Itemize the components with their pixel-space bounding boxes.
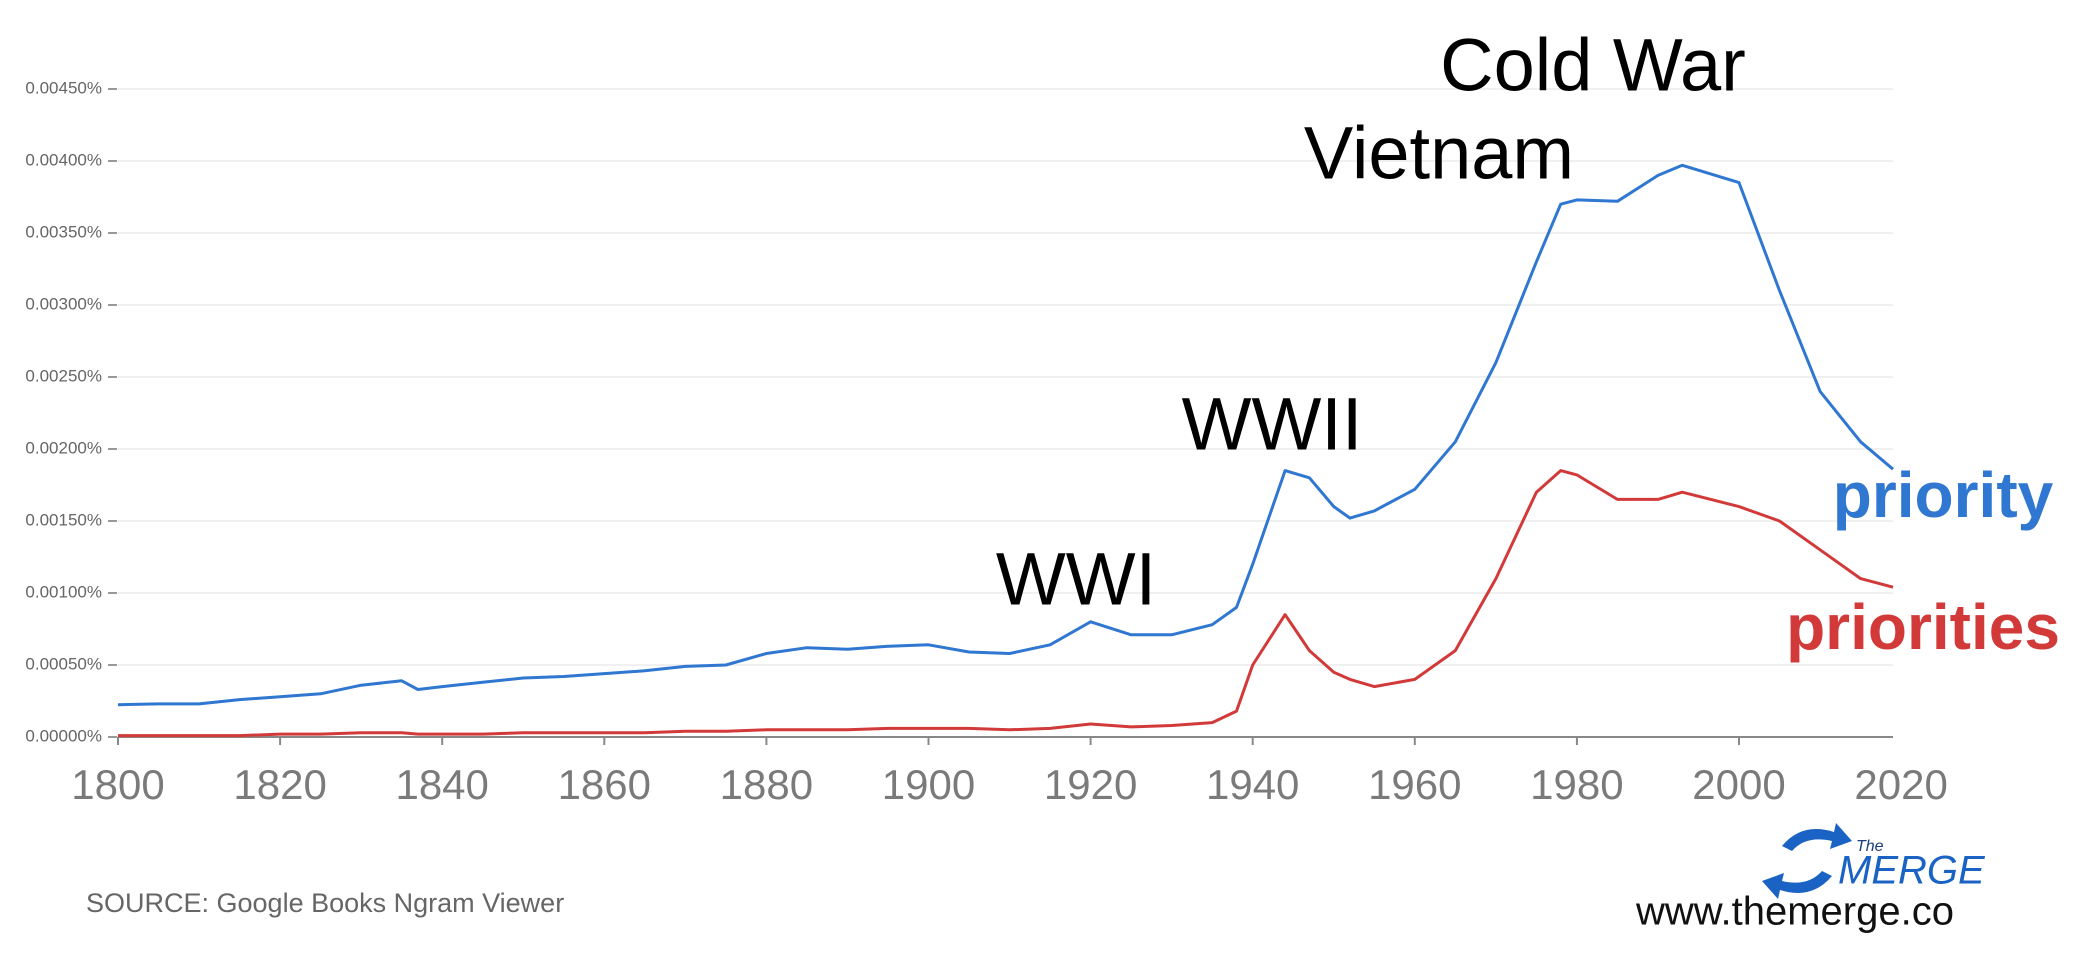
y-tick-label: 0.00100% <box>25 582 102 601</box>
y-tick-label: 0.00000% <box>25 726 102 745</box>
annotation: Vietnam <box>1304 112 1574 195</box>
logo-small: The <box>1856 838 1884 855</box>
logo-icon <box>1762 823 1852 899</box>
y-tick-label: 0.00150% <box>25 510 102 529</box>
annotation: WWII <box>1182 383 1363 466</box>
x-tick-label: 1980 <box>1530 761 1623 808</box>
x-tick-label: 1820 <box>233 761 326 808</box>
y-tick-label: 0.00350% <box>25 222 102 241</box>
x-tick-label: 2020 <box>1854 761 1947 808</box>
series-line <box>117 163 1894 707</box>
x-tick-label: 1800 <box>71 761 164 808</box>
x-tick-label: 1960 <box>1368 761 1461 808</box>
y-tick-label: 0.00300% <box>25 294 102 313</box>
x-tick-label: 1920 <box>1044 761 1137 808</box>
x-tick-label: 2000 <box>1692 761 1785 808</box>
logo-arrow <box>1762 871 1832 899</box>
source: SOURCE: Google Books Ngram Viewer <box>86 888 564 918</box>
annotation: WWI <box>996 538 1156 621</box>
x-tick-label: 1900 <box>882 761 975 808</box>
series-label: priorities <box>1786 591 2060 663</box>
y-tick-label: 0.00050% <box>25 654 102 673</box>
x-tick-label: 1860 <box>558 761 651 808</box>
website: www.themerge.co <box>1635 890 1954 934</box>
y-tick-label: 0.00450% <box>25 78 102 97</box>
x-tick-label: 1940 <box>1206 761 1299 808</box>
series-label: priority <box>1833 459 2054 531</box>
x-tick-label: 1880 <box>720 761 813 808</box>
y-tick-label: 0.00250% <box>25 366 102 385</box>
y-tick-label: 0.00400% <box>25 150 102 169</box>
logo-main: MERGE <box>1838 849 1986 893</box>
series-line <box>118 469 1894 738</box>
y-tick-label: 0.00200% <box>25 438 102 457</box>
annotation: Cold War <box>1440 24 1746 107</box>
logo-arrow <box>1782 823 1852 851</box>
x-tick-label: 1840 <box>395 761 488 808</box>
